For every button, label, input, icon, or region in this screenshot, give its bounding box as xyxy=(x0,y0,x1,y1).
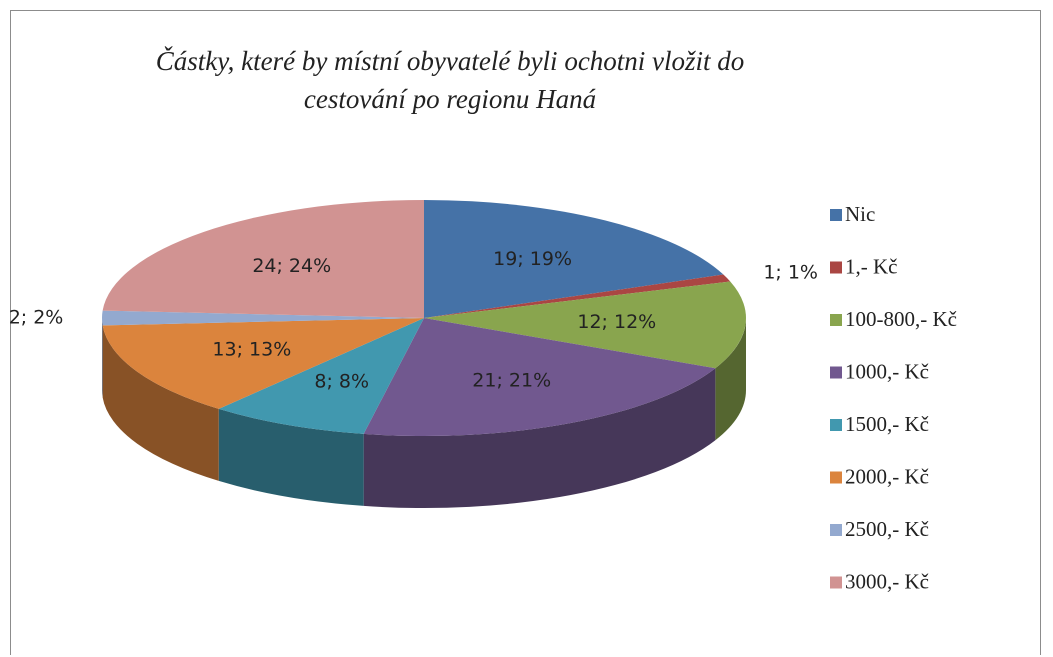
slice xyxy=(424,281,746,369)
legend-label: 2000,- Kč xyxy=(845,464,929,488)
data-label: 13; 13% xyxy=(212,339,291,361)
legend-swatch xyxy=(830,209,842,221)
data-label: 12; 12% xyxy=(577,311,656,333)
legend-label: 1000,- Kč xyxy=(845,359,929,383)
slice-side xyxy=(715,318,746,441)
slice-side xyxy=(102,318,103,398)
slice xyxy=(424,274,731,318)
data-label: 24; 24% xyxy=(252,255,331,277)
legend-swatch xyxy=(830,261,842,274)
slice xyxy=(102,200,425,318)
slice xyxy=(102,318,425,409)
legend-swatch xyxy=(830,576,842,589)
legend-label: 1,- Kč xyxy=(845,254,897,278)
slice xyxy=(218,318,424,434)
slice xyxy=(102,310,424,326)
chart-title: Částky, které by místní obyvatelé byli o… xyxy=(155,46,745,114)
legend-swatch xyxy=(830,419,842,431)
slice xyxy=(363,318,716,436)
legend-label: 3000,- Kč xyxy=(845,569,929,593)
data-label: 2; 2% xyxy=(9,307,64,329)
legend-swatch xyxy=(830,366,842,379)
chart-frame xyxy=(10,10,1041,655)
data-label: 8; 8% xyxy=(314,371,369,393)
legend-label: 100-800,- Kč xyxy=(845,307,957,331)
legend-swatch xyxy=(830,314,842,326)
slice xyxy=(424,200,724,318)
legend-label: 2500,- Kč xyxy=(845,517,929,541)
legend-label: Nic xyxy=(845,202,875,226)
legend-swatch xyxy=(830,471,842,484)
data-label: 1; 1% xyxy=(763,262,818,284)
legend-label: 1500,- Kč xyxy=(845,412,929,436)
legend-swatch xyxy=(830,524,842,536)
slice-side xyxy=(363,368,716,508)
data-label: 19; 19% xyxy=(493,248,572,270)
slice-side xyxy=(102,325,219,481)
slice-side xyxy=(218,408,364,506)
data-label: 21; 21% xyxy=(472,370,551,392)
